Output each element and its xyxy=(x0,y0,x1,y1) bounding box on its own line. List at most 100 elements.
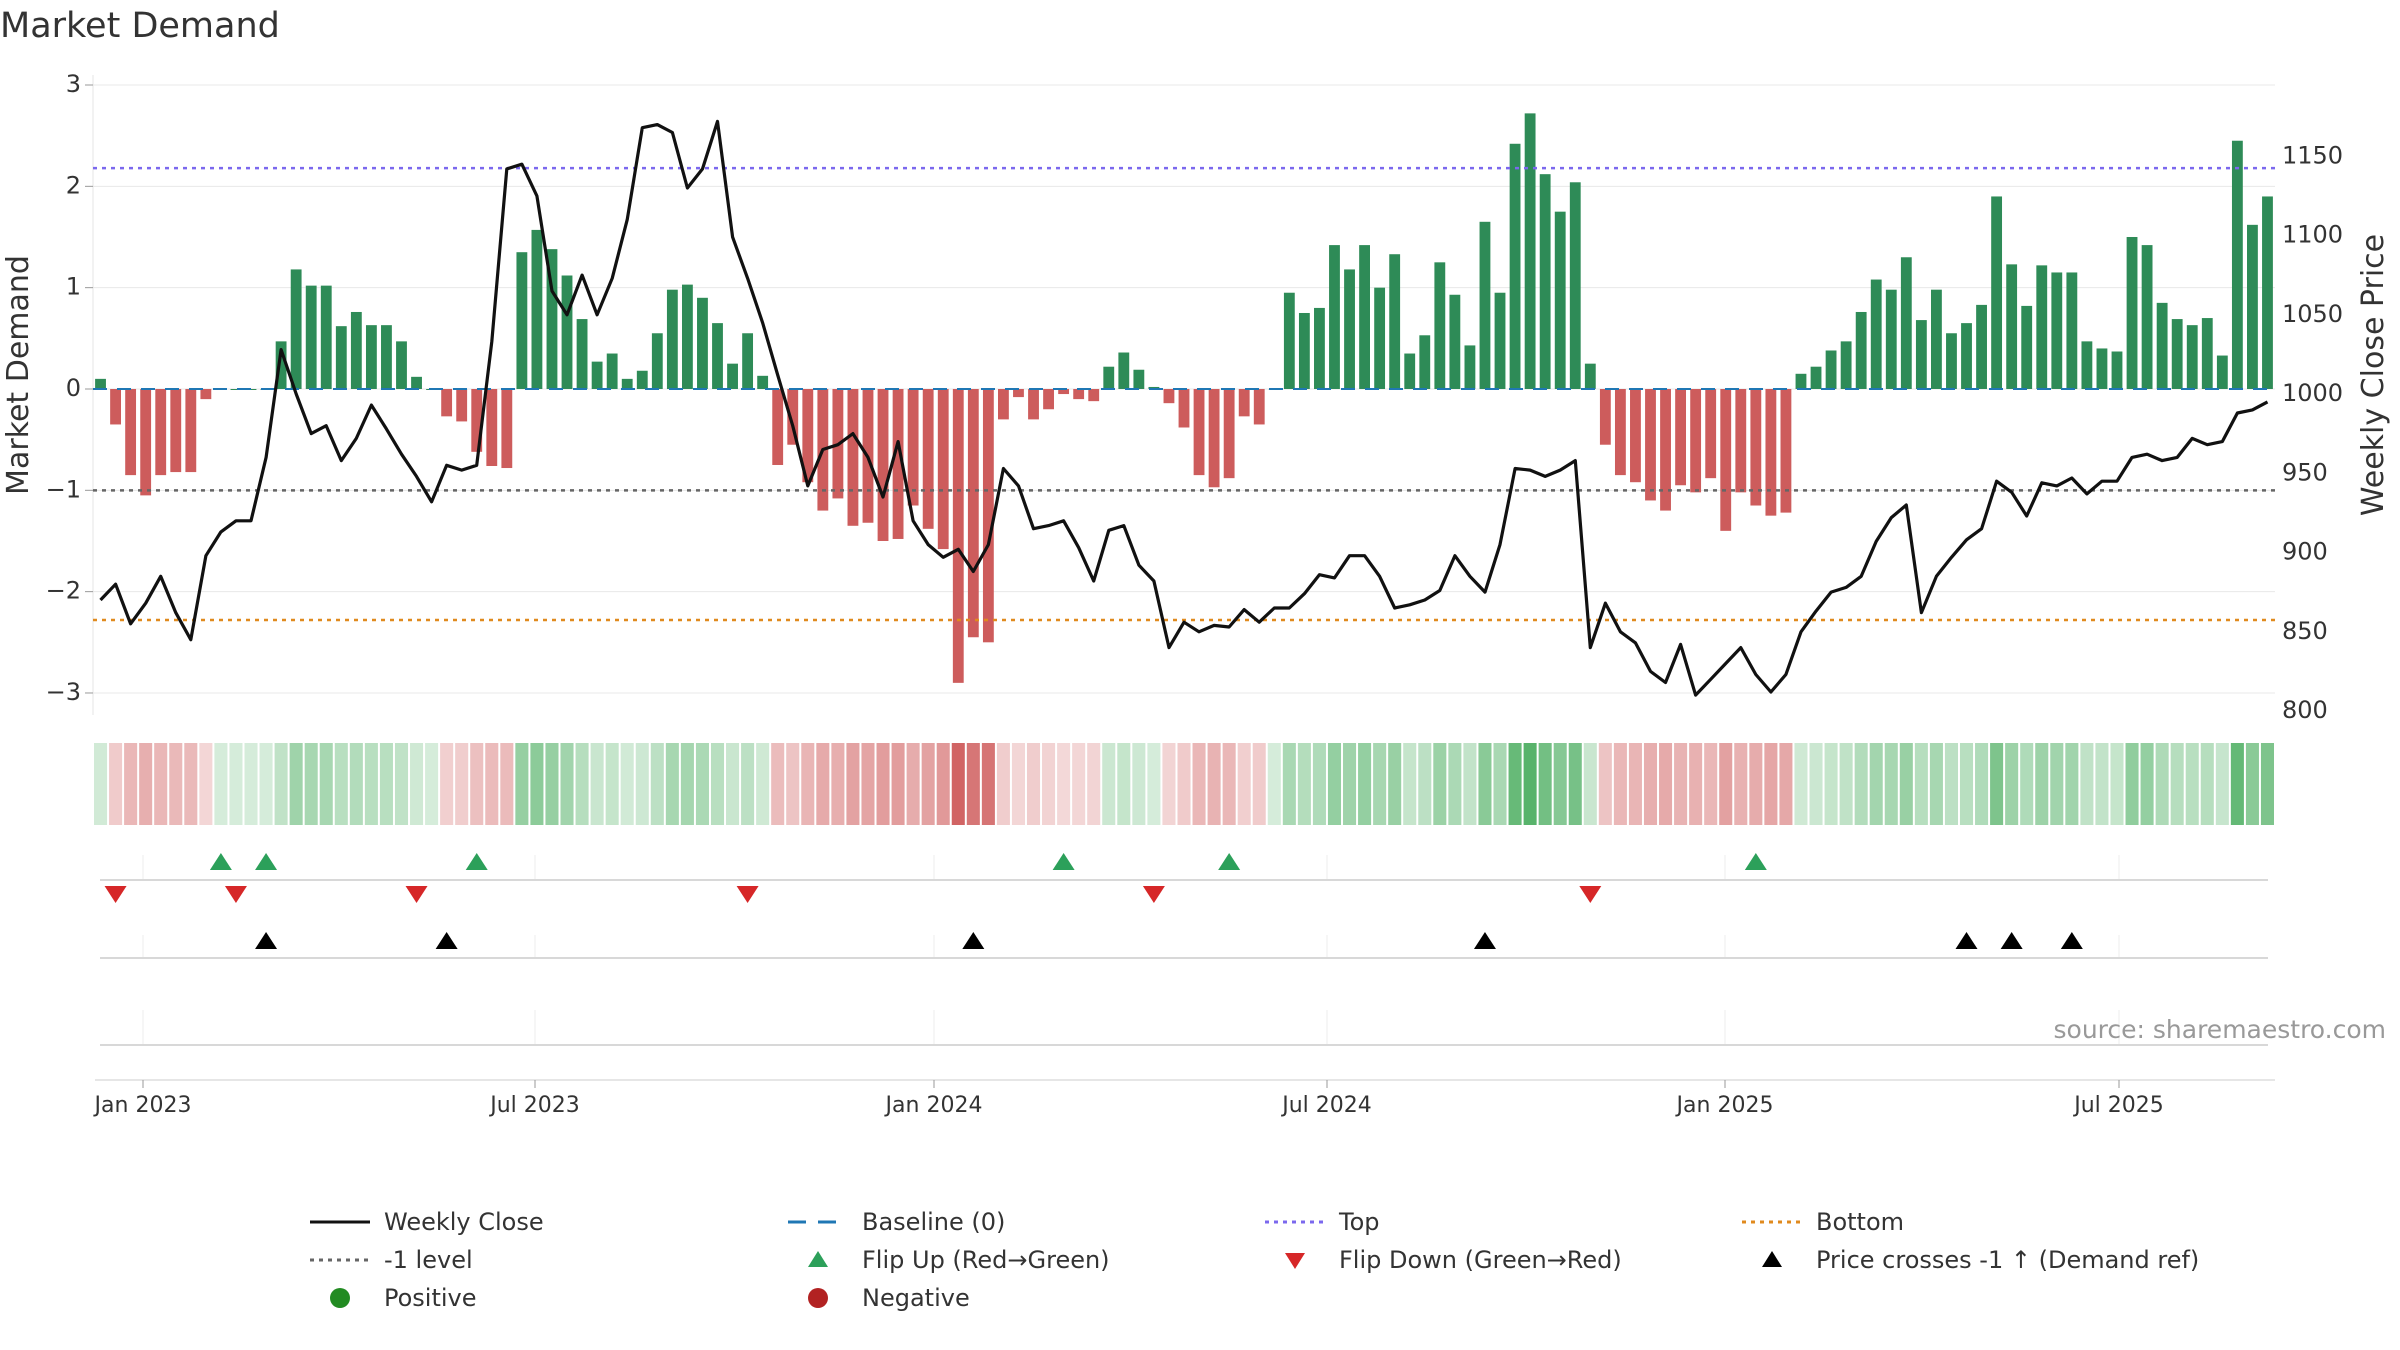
price-cross-marker xyxy=(435,932,458,949)
demand-bar xyxy=(2036,265,2048,389)
demand-bar xyxy=(1283,292,1295,389)
heat-cell xyxy=(1463,743,1477,825)
heat-cell xyxy=(1207,743,1221,825)
heat-cell xyxy=(2200,743,2214,825)
triangle-up-green-icon xyxy=(808,1251,828,1267)
heat-cell xyxy=(1493,743,1507,825)
heat-cell xyxy=(1674,743,1688,825)
heat-cell xyxy=(1598,743,1612,825)
demand-bar xyxy=(245,388,257,390)
y-tick-label: 1 xyxy=(66,273,81,301)
demand-bar xyxy=(561,275,573,389)
heat-cell xyxy=(906,743,920,825)
demand-bar xyxy=(1434,262,1446,389)
heat-cell xyxy=(1042,743,1056,825)
demand-bar xyxy=(1178,388,1190,428)
demand-bar xyxy=(877,388,889,541)
heat-cell xyxy=(1418,743,1432,825)
heat-cell xyxy=(1252,743,1266,825)
demand-bar xyxy=(1314,307,1325,389)
demand-bar xyxy=(2231,140,2243,389)
heat-cell xyxy=(2140,743,2154,825)
y2-axis-label: Weekly Close Price xyxy=(2356,234,2391,516)
demand-bar xyxy=(1298,312,1310,389)
demand-bar xyxy=(1660,388,1671,511)
legend-flip-up: Flip Up (Red→Green) xyxy=(782,1243,1110,1277)
heat-cell xyxy=(2050,743,2064,825)
demand-bar xyxy=(847,388,859,526)
demand-bar xyxy=(1404,353,1416,389)
heat-cell xyxy=(485,743,499,825)
heat-cell xyxy=(1478,743,1492,825)
legend-weekly-close: Weekly Close xyxy=(304,1205,544,1239)
flip-down-marker xyxy=(104,886,127,903)
demand-bar xyxy=(290,269,302,389)
demand-bar xyxy=(2201,318,2213,389)
heat-cell xyxy=(891,743,905,825)
heat-cell xyxy=(1373,743,1387,825)
heat-cell xyxy=(2215,743,2229,825)
demand-bar xyxy=(1103,366,1115,389)
demand-bar xyxy=(712,323,723,389)
demand-bar xyxy=(2156,302,2168,389)
demand-bar xyxy=(200,388,212,400)
demand-bar xyxy=(1900,257,1912,389)
demand-bar xyxy=(1163,388,1175,404)
heat-cell xyxy=(214,743,228,825)
heat-cell xyxy=(1433,743,1447,825)
triangle-down-red-icon xyxy=(1285,1253,1305,1269)
demand-bar xyxy=(1419,335,1431,389)
demand-bar xyxy=(1569,182,1581,389)
heat-cell xyxy=(1448,743,1462,825)
demand-bar xyxy=(140,388,152,496)
heat-cell xyxy=(2230,743,2244,825)
y2-tick-label: 1050 xyxy=(2282,300,2343,328)
heat-cell xyxy=(364,743,378,825)
heat-cell xyxy=(786,743,800,825)
y2-tick-label: 1150 xyxy=(2282,141,2343,169)
heat-cell xyxy=(1267,743,1281,825)
demand-bar xyxy=(907,388,919,506)
heat-cell xyxy=(289,743,303,825)
heat-cell xyxy=(319,743,333,825)
price-cross-marker xyxy=(962,932,985,949)
demand-bar xyxy=(1705,388,1717,479)
heat-cell xyxy=(109,743,123,825)
price-cross-marker xyxy=(255,932,278,949)
legend-top: Top xyxy=(1259,1205,1380,1239)
demand-bar xyxy=(2126,236,2138,389)
heat-cell xyxy=(470,743,484,825)
heat-cell xyxy=(229,743,243,825)
heat-cell xyxy=(1523,743,1537,825)
demand-bar xyxy=(1930,289,1942,389)
heat-cell xyxy=(94,743,108,825)
heat-cell xyxy=(1628,743,1642,825)
y-axis-label: Market Demand xyxy=(1,255,36,495)
demand-bar xyxy=(1750,388,1762,506)
demand-bar xyxy=(2216,355,2228,389)
x-tick-label: Jan 2025 xyxy=(1675,1093,1774,1118)
heat-cell xyxy=(756,743,770,825)
demand-bar xyxy=(1599,388,1611,445)
demand-bar xyxy=(1690,388,1702,493)
legend-flip-down: Flip Down (Green→Red) xyxy=(1259,1243,1622,1277)
heat-cell xyxy=(831,743,845,825)
heat-cell xyxy=(1659,743,1673,825)
demand-bar xyxy=(1795,373,1807,389)
heat-cell xyxy=(1087,743,1101,825)
heat-cell xyxy=(244,743,258,825)
heat-cell xyxy=(530,743,544,825)
demand-bar xyxy=(381,325,392,389)
demand-bar xyxy=(471,388,483,452)
heat-cell xyxy=(1343,743,1357,825)
heat-cell xyxy=(1057,743,1071,825)
demand-bar xyxy=(666,289,678,389)
demand-bar xyxy=(727,363,738,389)
heat-cell xyxy=(1944,743,1958,825)
heat-cell xyxy=(1839,743,1853,825)
demand-bar xyxy=(2021,305,2033,389)
heat-cell xyxy=(500,743,514,825)
y2-tick-label: 850 xyxy=(2282,617,2328,645)
demand-bar xyxy=(1374,287,1386,389)
heat-cell xyxy=(981,743,995,825)
